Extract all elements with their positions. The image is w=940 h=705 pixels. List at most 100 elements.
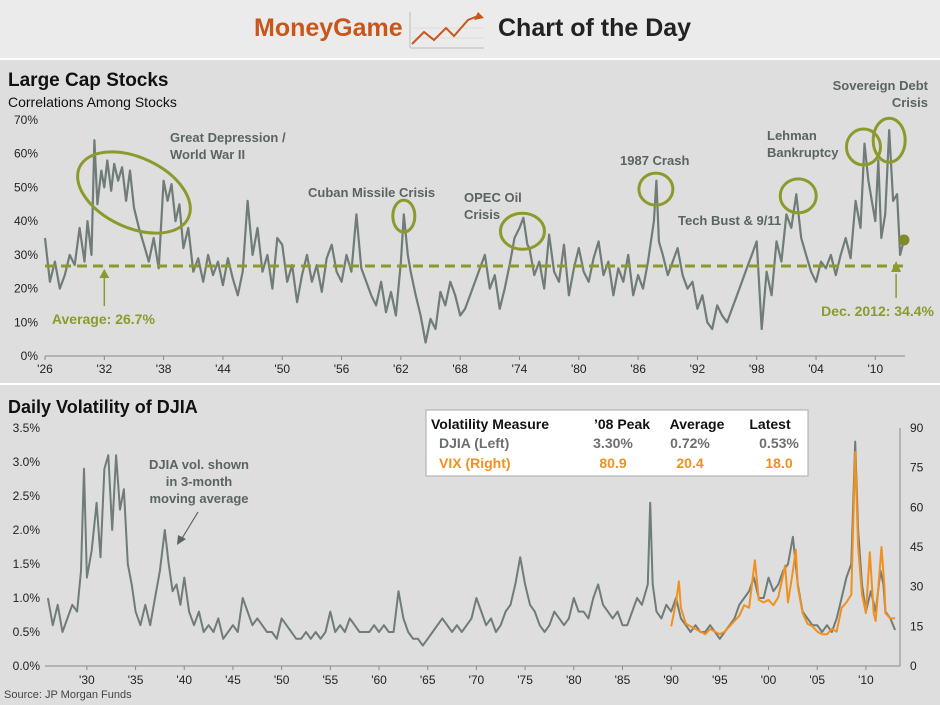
table-cell-average: 0.72% xyxy=(670,435,710,451)
right-y-tick-label: 60 xyxy=(910,500,924,514)
x-tick-label: '80 xyxy=(571,362,587,376)
volatility-chart: Daily Volatility of DJIA 0.0% 0.5% 1.0% 1.5%… xyxy=(8,397,924,687)
event-annotation: Cuban Missile Crisis xyxy=(308,185,435,200)
table-row-name: DJIA (Left) xyxy=(439,435,509,451)
y-tick-label: 10% xyxy=(14,315,38,329)
table-header: Average xyxy=(670,416,725,432)
x-tick-label: '95 xyxy=(712,673,728,687)
x-tick-label: '38 xyxy=(156,362,172,376)
left-y-tick-label: 2.5% xyxy=(13,489,41,503)
event-highlight-ellipse xyxy=(498,211,546,251)
x-tick-label: '98 xyxy=(749,362,765,376)
left-y-tick-label: 3.0% xyxy=(13,455,41,469)
table-header: Latest xyxy=(749,416,791,432)
right-y-tick-label: 75 xyxy=(910,461,924,475)
chart-of-the-day-title: Chart of the Day xyxy=(498,14,692,42)
event-annotation: 1987 Crash xyxy=(620,153,689,168)
djia-vol-annotation: DJIA vol. shown in 3-month moving average xyxy=(149,457,249,506)
rising-chart-icon xyxy=(409,12,484,49)
y-tick-label: 0% xyxy=(21,349,39,363)
x-tick-label: '50 xyxy=(274,673,290,687)
table-cell-peak: 3.30% xyxy=(593,435,633,451)
event-highlight-ellipse xyxy=(778,177,818,215)
left-y-tick-label: 3.5% xyxy=(13,421,41,435)
chart-subtitle: Correlations Among Stocks xyxy=(8,94,177,110)
x-tick-label: '86 xyxy=(630,362,646,376)
x-tick-label: '56 xyxy=(334,362,350,376)
event-annotation: Lehman Bankruptcy xyxy=(767,128,839,160)
correlation-line xyxy=(43,129,906,344)
x-tick-label: '35 xyxy=(128,673,144,687)
y-tick-label: 30% xyxy=(14,248,38,262)
annotation-arrowhead xyxy=(177,535,186,545)
x-tick-label: '40 xyxy=(176,673,192,687)
event-highlight-ellipse xyxy=(871,116,907,164)
table-cell-latest: 0.53% xyxy=(759,435,799,451)
table-header: Volatility Measure xyxy=(431,416,549,432)
average-label: Average: 26.7% xyxy=(52,311,156,327)
right-y-tick-label: 90 xyxy=(910,421,924,435)
x-tick-label: '80 xyxy=(566,673,582,687)
left-y-tick-label: 0.5% xyxy=(13,625,41,639)
x-tick-label: '90 xyxy=(663,673,679,687)
chart-title: Large Cap Stocks xyxy=(8,70,169,91)
table-cell-peak: 80.9 xyxy=(599,455,626,471)
event-highlight-ellipse xyxy=(637,171,675,207)
panel-divider xyxy=(0,383,940,386)
event-highlight-ellipse xyxy=(76,150,192,235)
table-header: ’08 Peak xyxy=(594,416,650,432)
chart-title: Daily Volatility of DJIA xyxy=(8,397,198,417)
x-tick-label: '68 xyxy=(452,362,468,376)
x-tick-label: '30 xyxy=(79,673,95,687)
vix-line xyxy=(670,451,896,636)
event-highlight-ellipse xyxy=(844,127,882,167)
x-tick-label: '10 xyxy=(858,673,874,687)
correlation-panel xyxy=(0,60,940,383)
event-annotation: Sovereign Debt Crisis xyxy=(833,78,929,110)
right-y-tick-label: 0 xyxy=(910,659,917,673)
x-tick-label: '60 xyxy=(371,673,387,687)
average-arrowhead xyxy=(99,268,110,278)
x-tick-label: '62 xyxy=(393,362,409,376)
latest-arrowhead xyxy=(891,260,902,272)
event-annotation: Great Depression / World War II xyxy=(170,130,286,162)
left-y-tick-label: 2.0% xyxy=(13,523,41,537)
chart-of-the-day-header: MoneyGame Chart of the Day xyxy=(0,0,940,60)
right-y-tick-label: 45 xyxy=(910,540,924,554)
x-tick-label: '00 xyxy=(761,673,777,687)
event-annotation: Tech Bust & 9/11 xyxy=(678,213,781,228)
y-tick-label: 40% xyxy=(14,214,38,228)
right-y-tick-label: 30 xyxy=(910,580,924,594)
x-tick-label: '50 xyxy=(274,362,290,376)
x-tick-label: '65 xyxy=(420,673,436,687)
y-tick-label: 20% xyxy=(14,282,38,296)
table-cell-average: 20.4 xyxy=(676,455,703,471)
x-tick-label: '32 xyxy=(96,362,112,376)
correlation-chart: Large Cap Stocks Correlations Among Stock… xyxy=(8,70,935,376)
x-tick-label: '44 xyxy=(215,362,231,376)
left-y-tick-label: 1.5% xyxy=(13,557,41,571)
moneygame-brand: MoneyGame xyxy=(254,14,403,42)
x-tick-label: '55 xyxy=(323,673,339,687)
x-tick-label: '70 xyxy=(469,673,485,687)
y-tick-label: 50% xyxy=(14,180,38,194)
x-tick-label: '74 xyxy=(512,362,528,376)
x-tick-label: '04 xyxy=(808,362,824,376)
x-tick-label: '45 xyxy=(225,673,241,687)
x-tick-label: '75 xyxy=(517,673,533,687)
table-cell-latest: 18.0 xyxy=(765,455,792,471)
y-tick-label: 60% xyxy=(14,147,38,161)
annotation-arrow xyxy=(180,511,199,541)
source-note: Source: JP Morgan Funds xyxy=(4,689,132,701)
right-y-tick-label: 15 xyxy=(910,619,924,633)
x-tick-label: '85 xyxy=(615,673,631,687)
x-tick-label: '92 xyxy=(690,362,706,376)
left-y-tick-label: 1.0% xyxy=(13,591,41,605)
volatility-table xyxy=(425,409,809,477)
latest-label: Dec. 2012: 34.4% xyxy=(821,303,934,319)
event-annotation: OPEC Oil Crisis xyxy=(464,190,522,222)
left-y-tick-label: 0.0% xyxy=(13,659,41,673)
table-row-name: VIX (Right) xyxy=(439,455,511,471)
x-tick-label: '26 xyxy=(37,362,53,376)
